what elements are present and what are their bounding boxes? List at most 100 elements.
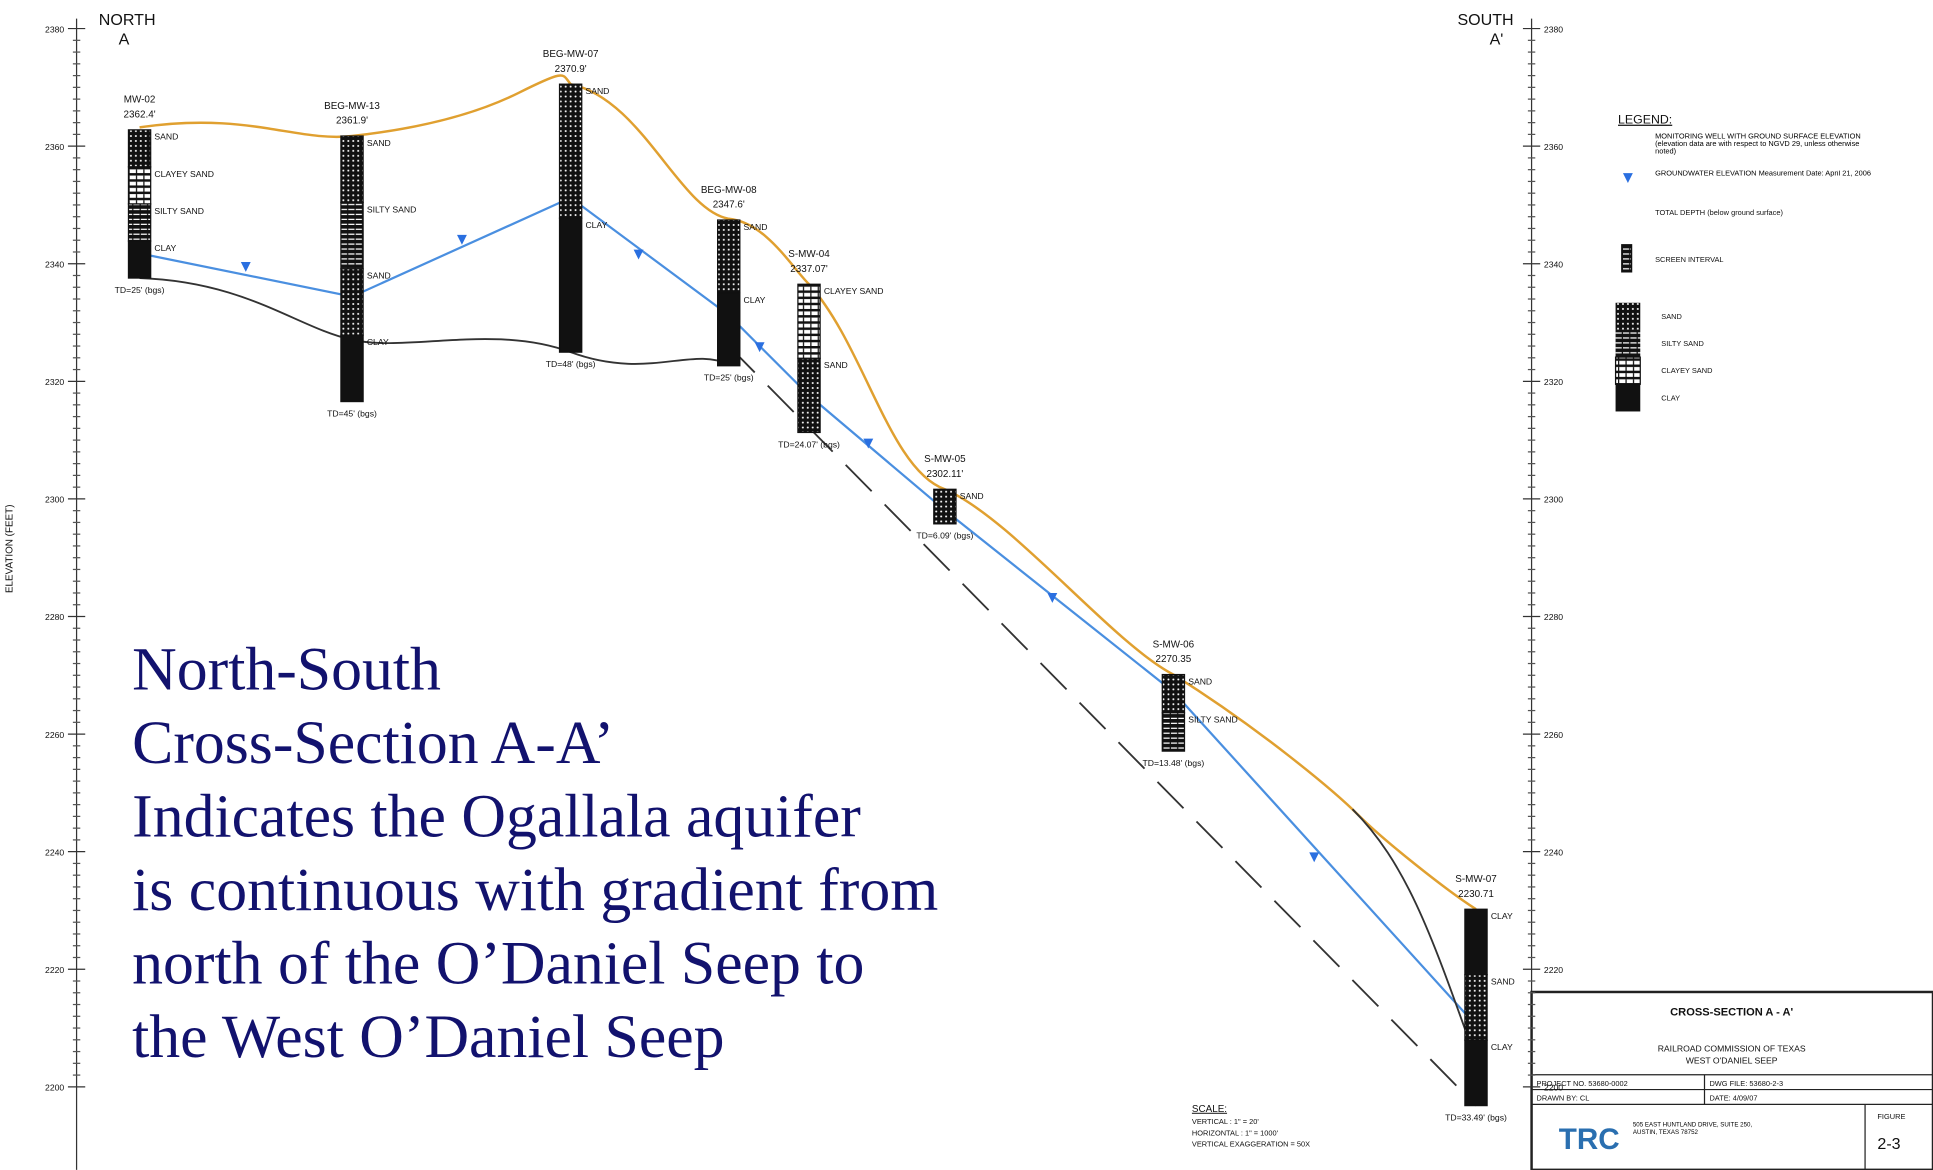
left-tick-label: 2300 <box>45 495 64 505</box>
layer-label: CLAY <box>744 295 766 305</box>
well-td: TD=24.07' (bgs) <box>778 439 840 449</box>
right-tick-label: 2360 <box>1544 142 1563 152</box>
tb-client: RAILROAD COMMISSION OF TEXAS <box>1658 1043 1806 1053</box>
tb-company: TRC <box>1559 1123 1620 1156</box>
right-tick-label: 2240 <box>1544 847 1563 857</box>
well-td: TD=25' (bgs) <box>704 373 754 383</box>
well-name: S-MW-05 <box>924 454 966 465</box>
well-layer <box>128 241 150 278</box>
legend-gw: GROUNDWATER ELEVATION Measurement Date: … <box>1655 171 1871 196</box>
tb-address: 505 EAST HUNTLAND DRIVE, SUITE 250, AUST… <box>1633 1122 1757 1164</box>
layer-label: SILTY SAND <box>1188 715 1238 725</box>
tb-figure: 2-3 <box>1877 1135 1900 1153</box>
left-tick-label: 2200 <box>45 1083 64 1093</box>
well-layer <box>560 84 582 218</box>
well-td: TD=25' (bgs) <box>115 285 165 295</box>
layer-label: CLAY <box>1491 911 1513 921</box>
well-name: BEG-MW-13 <box>324 101 380 112</box>
layer-label: CLAY <box>585 220 607 230</box>
scale-horizontal: HORIZONTAL : 1" = 1000' <box>1192 1128 1279 1137</box>
scale-title: SCALE: <box>1192 1104 1227 1115</box>
tb-address-text: 505 EAST HUNTLAND DRIVE, SUITE 250, AUST… <box>1633 1122 1757 1137</box>
well-td: TD=48' (bgs) <box>546 359 596 369</box>
layer-label: SAND <box>824 360 848 370</box>
layer-label: SAND <box>367 138 391 148</box>
left-tick-label: 2280 <box>45 612 64 622</box>
legend-screen: SCREEN INTERVAL <box>1655 255 1723 264</box>
right-tick-label: 2340 <box>1544 259 1563 269</box>
left-tick-label: 2220 <box>45 965 64 975</box>
well-layer <box>128 204 150 241</box>
y-axis-label: ELEVATION (FEET) <box>4 504 15 593</box>
left-tick-label: 2360 <box>45 142 64 152</box>
well-td: TD=13.48' (bgs) <box>1142 758 1204 768</box>
well-layer <box>718 293 740 366</box>
well-layer <box>934 489 956 524</box>
overlay-text: the West O’Daniel Seep <box>132 1003 724 1071</box>
well-elevation: 2370.9' <box>555 64 587 75</box>
tb-date: DATE: 4/09/07 <box>1709 1094 1757 1103</box>
layer-label: SAND <box>744 222 768 232</box>
well-td: TD=45' (bgs) <box>327 408 377 418</box>
layer-label: SAND <box>960 491 984 501</box>
layer-label: CLAYEY SAND <box>154 169 214 179</box>
well-layer <box>341 269 363 335</box>
legend-silty: SILTY SAND <box>1661 339 1704 348</box>
well-name: MW-02 <box>124 95 156 106</box>
tb-site: WEST O'DANIEL SEEP <box>1686 1056 1778 1066</box>
right-tick-label: 2380 <box>1544 24 1563 34</box>
well-layer <box>1465 909 1487 974</box>
tb-drawn: DRAWN BY: CL <box>1537 1094 1590 1103</box>
well-elevation: 2270.35 <box>1156 654 1192 665</box>
left-tick-label: 2340 <box>45 259 64 269</box>
legend-gw-text: GROUNDWATER ELEVATION Measurement Date: … <box>1655 171 1871 178</box>
overlay-text: north of the O’Daniel Seep to <box>132 929 864 997</box>
right-tick-label: 2280 <box>1544 612 1563 622</box>
legend-sand: SAND <box>1661 312 1682 321</box>
well-name: S-MW-06 <box>1153 639 1195 650</box>
overlay-text: is continuous with gradient from <box>132 856 938 924</box>
layer-label: CLAYEY SAND <box>824 286 884 296</box>
legend-clayey: CLAYEY SAND <box>1661 366 1712 375</box>
layer-label: SAND <box>367 271 391 281</box>
well-layer <box>718 220 740 293</box>
layer-label: CLAY <box>1491 1042 1513 1052</box>
well-layer <box>560 218 582 352</box>
right-tick-label: 2320 <box>1544 377 1563 387</box>
well-layer <box>128 130 150 167</box>
well-name: S-MW-04 <box>788 249 830 260</box>
north: NORTH <box>99 11 156 29</box>
well-name: BEG-MW-07 <box>543 49 599 60</box>
layer-label: SAND <box>585 86 609 96</box>
layer-label: SAND <box>1188 676 1212 686</box>
south-mark: A' <box>1490 31 1504 49</box>
well-elevation: 2302.11' <box>926 469 963 480</box>
well-layer <box>341 202 363 268</box>
well-layer <box>1162 713 1184 751</box>
layer-label: SILTY SAND <box>154 206 204 216</box>
overlay-text: North-South <box>132 635 441 703</box>
legend-title: LEGEND: <box>1618 113 1672 127</box>
well-name: S-MW-07 <box>1455 874 1497 885</box>
well-td: TD=6.09' (bgs) <box>916 531 973 541</box>
well-layer <box>1465 975 1487 1040</box>
right-tick-label: 2260 <box>1544 730 1563 740</box>
scale-exaggeration: VERTICAL EXAGGERATION = 50X <box>1192 1139 1310 1148</box>
legend-td: TOTAL DEPTH (below ground surface) <box>1655 208 1783 217</box>
tb-title: CROSS-SECTION A - A' <box>1670 1006 1793 1018</box>
legend-well-text: MONITORING WELL WITH GROUND SURFACE ELEV… <box>1655 134 1871 156</box>
well-name: BEG-MW-08 <box>701 185 757 196</box>
well-elevation: 2361.9' <box>336 116 368 127</box>
well-td: TD=33.49' (bgs) <box>1445 1112 1507 1122</box>
cross-section: NORTH A SOUTH A' ELEVATION (FEET) SAND CL… <box>0 0 1933 1170</box>
left-tick-label: 2380 <box>45 24 64 34</box>
well-layer <box>1162 675 1184 713</box>
right-tick-label: 2220 <box>1544 965 1563 975</box>
layer-label: CLAY <box>154 243 176 253</box>
left-tick-label: 2240 <box>45 847 64 857</box>
legend-clay: CLAY <box>1661 393 1680 402</box>
south: SOUTH <box>1457 11 1513 29</box>
well-layer <box>1465 1040 1487 1105</box>
north-mark: A <box>119 31 130 49</box>
layer-label: CLAY <box>367 337 389 347</box>
